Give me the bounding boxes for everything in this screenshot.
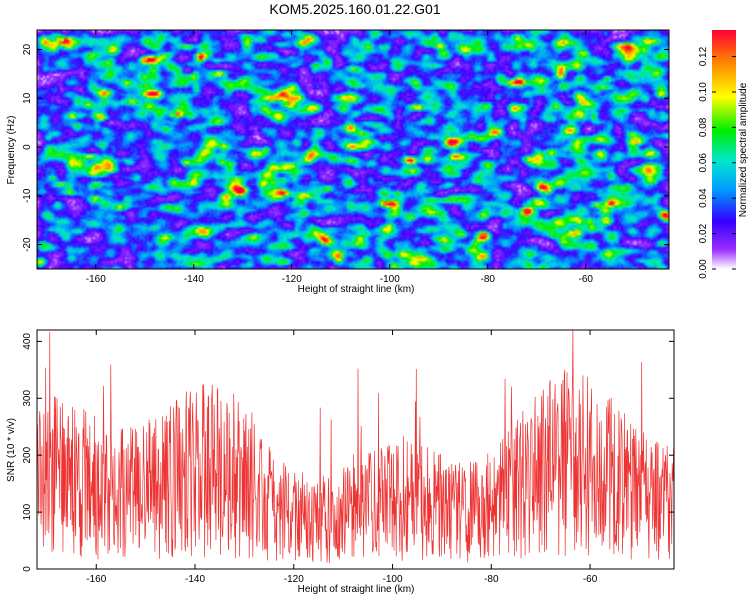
figure-title: KOM5.2025.160.01.22.G01 xyxy=(269,1,440,17)
spectrogram-peak-2 xyxy=(141,57,148,62)
spectrogram-frame xyxy=(36,29,670,270)
spectrogram-y-tick-label-3: 10 xyxy=(22,92,33,104)
snr-x-tick-label-2: -120 xyxy=(284,574,304,585)
snr-y-label: SNR (10 * v/v) xyxy=(6,418,17,482)
spectrogram-y-tick-label-4: 20 xyxy=(22,44,33,56)
snr-y-ticks: 0 100 200 300 400 xyxy=(22,333,674,572)
spectrogram-peak-4 xyxy=(283,101,290,106)
snr-y-tick-label-3: 300 xyxy=(22,390,33,407)
spectrogram-x-tick-label-1: -140 xyxy=(184,274,204,285)
snr-x-tick-label-0: -160 xyxy=(86,574,106,585)
spectrogram-peak-6 xyxy=(406,213,413,218)
snr-x-label: Height of straight line (km) xyxy=(298,584,415,595)
snr-x-tick-label-4: -80 xyxy=(484,574,499,585)
snr-x-ticks: -160 -140 -120 -100 -80 -60 xyxy=(86,330,598,585)
colorbar-gradient xyxy=(712,30,736,269)
spectrogram-y-label: Frequency (Hz) xyxy=(6,116,17,185)
spectrogram-x-label: Height of straight line (km) xyxy=(298,284,415,295)
snr-y-tick-label-4: 400 xyxy=(22,333,33,350)
snr-frame xyxy=(36,329,675,570)
spectrogram-y-ticks: -20 -10 0 10 20 xyxy=(22,44,669,252)
snr-series-line xyxy=(36,330,675,563)
colorbar-tick-label-0: 0.00 xyxy=(698,259,709,279)
spectrogram-peak-1 xyxy=(479,232,486,237)
spectrogram-x-tick-label-3: -100 xyxy=(380,274,400,285)
spectrogram-y-tick-label-2: 0 xyxy=(22,144,33,150)
colorbar-tick-label-1: 0.02 xyxy=(698,223,709,243)
snr-panel: -160 -140 -120 -100 -80 -60 0 100 200 300 400 Hei… xyxy=(6,329,675,595)
colorbar-tick-label-5: 0.10 xyxy=(698,82,709,102)
snr-y-tick-label-2: 200 xyxy=(22,446,33,463)
colorbar-tick-label-6: 0.12 xyxy=(698,46,709,66)
colorbar-tick-label-2: 0.04 xyxy=(698,188,709,208)
snr-x-tick-label-5: -60 xyxy=(583,574,598,585)
spectrogram-peaks xyxy=(58,37,609,237)
snr-y-tick-label-1: 100 xyxy=(22,503,33,520)
spectrogram-y-tick-label-0: -20 xyxy=(22,237,33,252)
colorbar-ticks: 0.00 0.02 0.04 0.06 0.08 0.10 0.12 xyxy=(698,46,736,279)
colorbar: 0.00 0.02 0.04 0.06 0.08 0.10 0.12 Normalized … xyxy=(698,30,749,279)
colorbar-label: Normalized spectral amplitude xyxy=(738,82,749,217)
spectrogram-heatmap xyxy=(37,30,669,269)
snr-x-tick-label-3: -100 xyxy=(383,574,403,585)
spectrogram-peak-3 xyxy=(58,37,65,42)
spectrogram-peak-5 xyxy=(602,218,609,223)
snr-y-tick-label-0: 0 xyxy=(22,566,33,572)
spectrogram-x-tick-label-2: -120 xyxy=(282,274,302,285)
colorbar-tick-label-4: 0.08 xyxy=(698,117,709,137)
spectrogram-x-tick-label-4: -80 xyxy=(481,274,496,285)
colorbar-tick-label-3: 0.06 xyxy=(698,153,709,173)
spectrogram-y-tick-label-1: -10 xyxy=(22,188,33,203)
snr-x-tick-label-1: -140 xyxy=(185,574,205,585)
spectrogram-x-tick-label-5: -60 xyxy=(578,274,593,285)
spectrogram-x-ticks: -160 -140 -120 -100 -80 -60 xyxy=(86,30,593,285)
spectrogram-peak-7 xyxy=(171,110,178,115)
spectrogram-peak-0 xyxy=(523,208,530,213)
spectrogram-x-tick-label-0: -160 xyxy=(86,274,106,285)
